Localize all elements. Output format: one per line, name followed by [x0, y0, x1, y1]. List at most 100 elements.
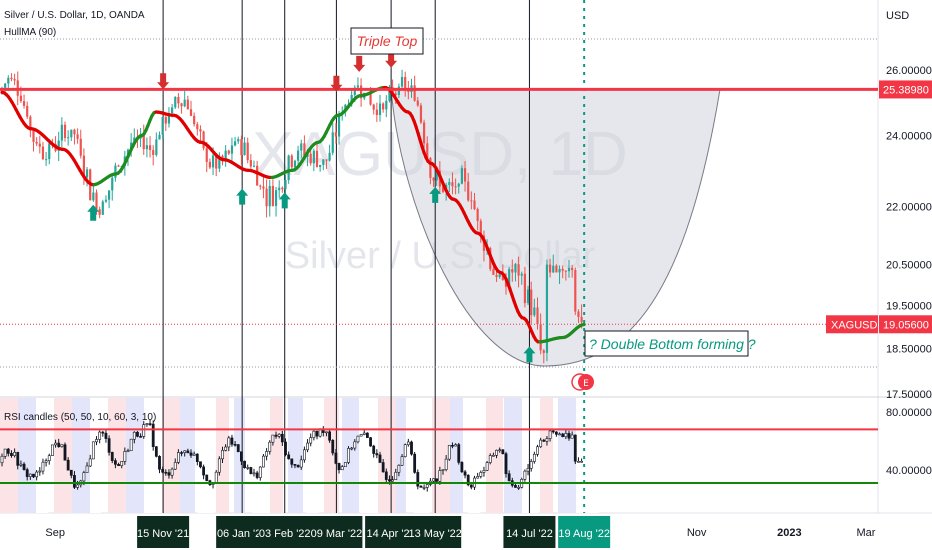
buy-signal-arrow [429, 186, 442, 203]
price-candle [265, 188, 268, 207]
rsi-candle [268, 441, 272, 452]
rsi-candle [129, 438, 133, 452]
rsi-candle [50, 444, 54, 456]
rsi-candle [491, 454, 495, 457]
price-candle [208, 161, 211, 168]
rsi-candle [25, 469, 29, 477]
price-candle [360, 85, 363, 99]
rsi-candle [117, 464, 120, 466]
event-badge[interactable]: E [571, 373, 594, 391]
sell-signal-arrow [385, 51, 398, 68]
price-candle [454, 186, 457, 188]
rsi-candle [287, 454, 291, 460]
price-candle [530, 289, 533, 316]
rsi-candle [457, 444, 461, 463]
rsi-candle [240, 451, 243, 462]
rsi-candle [35, 471, 39, 478]
rsi-candle [54, 442, 57, 446]
hullma-legend[interactable]: HullMA (90) [4, 27, 56, 38]
price-candle [79, 138, 82, 156]
price-candle [542, 350, 545, 353]
rsi-candle [32, 473, 35, 478]
rsi-candle [419, 485, 423, 488]
symbol-legend[interactable]: Silver / U.S. Dollar, 1D, OANDA [4, 10, 145, 21]
price-candle [237, 139, 240, 142]
time-marker-badge [258, 516, 311, 548]
rsi-band [18, 398, 41, 513]
rsi-candle [76, 484, 80, 488]
signal-arrows [87, 51, 536, 363]
rsi-candle [381, 462, 385, 473]
price-candle [520, 273, 523, 276]
rsi-candle [246, 467, 250, 469]
price-axis-unit: USD [886, 10, 909, 22]
price-candle [287, 155, 290, 181]
rsi-candle [378, 454, 382, 463]
rsi-band [72, 398, 91, 513]
price-candle [177, 96, 180, 104]
rsi-candle [91, 441, 95, 460]
rsi-candle [580, 460, 584, 463]
double-bottom-annotation[interactable]: ? Double Bottom forming ? [584, 330, 756, 357]
rsi-candle [567, 433, 571, 439]
rsi-candle [536, 446, 539, 455]
price-candle [460, 168, 463, 184]
price-candle [315, 150, 319, 167]
rsi-axis-ticks[interactable]: 80.00000 40.00000 [886, 407, 932, 477]
price-candle [10, 77, 13, 80]
rsi-candle [460, 462, 464, 473]
rsi-candle [397, 464, 401, 473]
price-axis-ticks[interactable]: 26.00000 24.00000 22.00000 20.50000 19.50000… [886, 65, 932, 401]
price-candle [82, 155, 85, 178]
rsi-candle [120, 461, 124, 466]
price-candle [215, 155, 218, 169]
price-candle [400, 77, 404, 87]
price-candle [202, 131, 205, 149]
rsi-candle [66, 459, 70, 471]
triple-top-annotation[interactable]: Triple Top [350, 27, 424, 55]
rsi-candle [167, 472, 171, 476]
price-candle [67, 137, 70, 139]
price-candle [369, 92, 372, 105]
price-candle [92, 192, 95, 201]
price-candle [429, 158, 432, 178]
price-candle [448, 182, 451, 185]
buy-signal-arrow [236, 188, 249, 205]
rsi-candle [199, 461, 202, 468]
time-axis-ticks[interactable]: Sep Nov 2023 Mar [45, 527, 875, 539]
price-candle [350, 94, 353, 105]
price-candle [243, 142, 246, 156]
rsi-candle [148, 423, 152, 425]
price-candle [435, 170, 438, 181]
price-candle [539, 324, 542, 351]
price-tick-label: 24.00000 [886, 131, 932, 143]
rsi-candle [249, 467, 253, 474]
time-marker-label: 03 Feb '22 [259, 528, 311, 540]
price-candle [334, 132, 337, 137]
rsi-candle [539, 439, 543, 448]
price-candle [404, 77, 407, 89]
price-candle [533, 307, 536, 316]
rsi-candle [170, 468, 174, 476]
price-candle [171, 107, 174, 114]
rsi-candle [501, 449, 505, 455]
rsi-candle [312, 430, 316, 438]
rsi-candle [243, 460, 246, 469]
price-candle [271, 185, 274, 206]
rsi-candle [545, 438, 549, 442]
rsi-band [234, 398, 245, 513]
time-marker-label: 14 Apr '22 [367, 528, 416, 540]
sell-signal-arrow [330, 75, 343, 92]
sell-signal-arrow [353, 55, 366, 72]
rsi-legend[interactable]: RSI candles (50, 50, 10, 60, 3, 10) [4, 412, 156, 423]
rsi-candle [517, 486, 521, 489]
rsi-candle [10, 453, 13, 456]
price-candle [145, 145, 148, 150]
cup-shape-drawing[interactable] [390, 88, 721, 367]
rsi-candle [252, 472, 256, 475]
price-candle [567, 267, 571, 272]
price-candle [413, 85, 416, 101]
price-candle [331, 132, 334, 153]
